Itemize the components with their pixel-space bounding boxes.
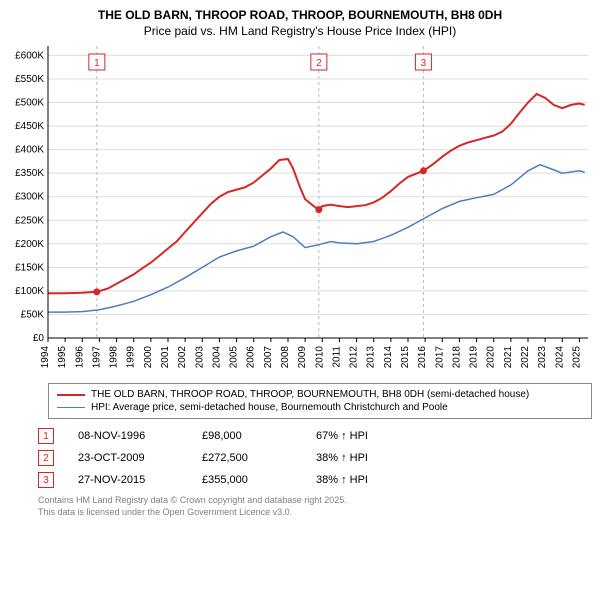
svg-text:2022: 2022: [520, 346, 531, 369]
svg-text:1995: 1995: [57, 346, 68, 369]
svg-text:2015: 2015: [400, 346, 411, 369]
sale-date: 23-OCT-2009: [78, 452, 178, 464]
sale-price: £355,000: [202, 474, 292, 486]
svg-text:2013: 2013: [366, 346, 377, 369]
svg-text:£150K: £150K: [15, 262, 44, 273]
svg-text:1999: 1999: [126, 346, 137, 369]
sale-row: 1 08-NOV-1996 £98,000 67% ↑ HPI: [38, 425, 592, 447]
legend-swatch: [57, 394, 85, 396]
svg-text:£600K: £600K: [15, 50, 44, 61]
sale-badge: 3: [38, 472, 54, 488]
svg-text:1998: 1998: [109, 346, 120, 369]
svg-text:2010: 2010: [314, 346, 325, 369]
footer-line1: Contains HM Land Registry data © Crown c…: [38, 495, 592, 507]
svg-text:2023: 2023: [537, 346, 548, 369]
footer-line2: This data is licensed under the Open Gov…: [38, 507, 592, 519]
sale-pct: 38% ↑ HPI: [316, 452, 406, 464]
svg-text:2008: 2008: [280, 346, 291, 369]
svg-text:2021: 2021: [503, 346, 514, 369]
svg-text:2009: 2009: [297, 346, 308, 369]
svg-text:2014: 2014: [383, 346, 394, 369]
svg-text:2016: 2016: [417, 346, 428, 369]
svg-text:2007: 2007: [263, 346, 274, 369]
title-line1: THE OLD BARN, THROOP ROAD, THROOP, BOURN…: [8, 8, 592, 22]
svg-text:2012: 2012: [349, 346, 360, 369]
svg-text:2005: 2005: [229, 346, 240, 369]
svg-text:2: 2: [316, 58, 322, 69]
sale-date: 08-NOV-1996: [78, 430, 178, 442]
svg-text:1997: 1997: [91, 346, 102, 369]
svg-text:2003: 2003: [194, 346, 205, 369]
sale-date: 27-NOV-2015: [78, 474, 178, 486]
svg-text:2020: 2020: [486, 346, 497, 369]
legend-item: THE OLD BARN, THROOP ROAD, THROOP, BOURN…: [57, 388, 583, 401]
footer-note: Contains HM Land Registry data © Crown c…: [38, 495, 592, 518]
svg-text:£50K: £50K: [21, 309, 45, 320]
sale-badge: 2: [38, 450, 54, 466]
svg-text:£550K: £550K: [15, 74, 44, 85]
title-line2: Price paid vs. HM Land Registry's House …: [8, 24, 592, 38]
sale-row: 2 23-OCT-2009 £272,500 38% ↑ HPI: [38, 447, 592, 469]
svg-text:1: 1: [94, 58, 100, 69]
svg-text:2004: 2004: [211, 346, 222, 369]
svg-text:2017: 2017: [434, 346, 445, 369]
legend: THE OLD BARN, THROOP ROAD, THROOP, BOURN…: [48, 383, 592, 419]
sale-price: £98,000: [202, 430, 292, 442]
svg-text:2002: 2002: [177, 346, 188, 369]
svg-text:£0: £0: [33, 333, 45, 344]
svg-text:2018: 2018: [451, 346, 462, 369]
svg-text:2024: 2024: [554, 346, 565, 369]
sale-badge: 1: [38, 428, 54, 444]
svg-text:£500K: £500K: [15, 98, 44, 109]
svg-text:2000: 2000: [143, 346, 154, 369]
svg-text:£300K: £300K: [15, 192, 44, 203]
svg-text:3: 3: [421, 58, 427, 69]
legend-label: HPI: Average price, semi-detached house,…: [91, 402, 448, 413]
sale-pct: 67% ↑ HPI: [316, 430, 406, 442]
svg-text:2025: 2025: [571, 346, 582, 369]
svg-text:£250K: £250K: [15, 215, 44, 226]
sale-row: 3 27-NOV-2015 £355,000 38% ↑ HPI: [38, 469, 592, 491]
svg-text:1996: 1996: [74, 346, 85, 369]
svg-text:£450K: £450K: [15, 121, 44, 132]
chart-svg: £0 £50K £100K £150K £200K £250K £300K £350K £400…: [8, 42, 592, 372]
legend-label: THE OLD BARN, THROOP ROAD, THROOP, BOURN…: [91, 389, 529, 400]
svg-text:£400K: £400K: [15, 145, 44, 156]
svg-text:2001: 2001: [160, 346, 171, 369]
svg-text:£350K: £350K: [15, 168, 44, 179]
svg-text:£100K: £100K: [15, 286, 44, 297]
legend-swatch: [57, 407, 85, 408]
svg-text:1994: 1994: [40, 346, 51, 369]
sale-price: £272,500: [202, 452, 292, 464]
svg-text:2011: 2011: [331, 346, 342, 368]
svg-text:£200K: £200K: [15, 239, 44, 250]
sale-pct: 38% ↑ HPI: [316, 474, 406, 486]
svg-text:2019: 2019: [469, 346, 480, 369]
sales-table: 1 08-NOV-1996 £98,000 67% ↑ HPI 2 23-OCT-2009…: [38, 425, 592, 491]
legend-item: HPI: Average price, semi-detached house,…: [57, 401, 583, 414]
price-chart: £0 £50K £100K £150K £200K £250K £300K £350K £400…: [8, 42, 592, 377]
chart-title: THE OLD BARN, THROOP ROAD, THROOP, BOURN…: [8, 8, 592, 38]
svg-text:2006: 2006: [246, 346, 257, 369]
